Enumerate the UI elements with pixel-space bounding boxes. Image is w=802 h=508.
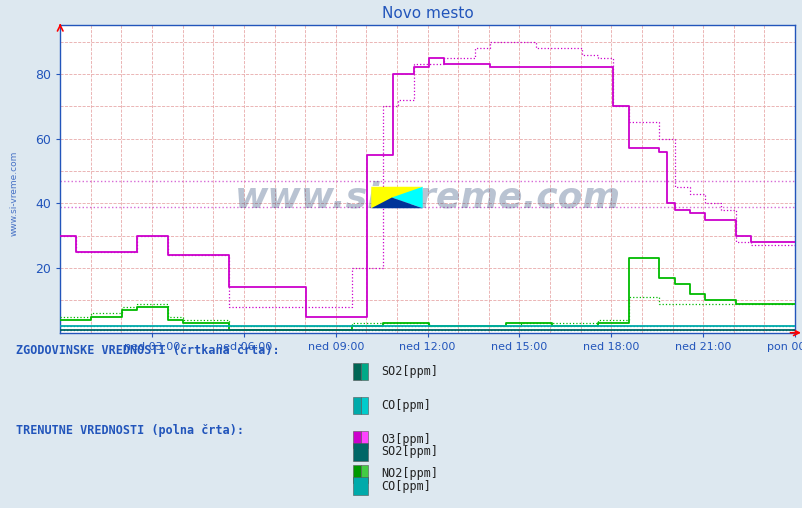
Text: CO[ppm]: CO[ppm] bbox=[381, 480, 431, 493]
Text: TRENUTNE VREDNOSTI (polna črta):: TRENUTNE VREDNOSTI (polna črta): bbox=[16, 424, 244, 437]
Bar bbox=[360, 465, 367, 483]
Text: NO2[ppm]: NO2[ppm] bbox=[381, 467, 438, 481]
Bar bbox=[353, 431, 360, 449]
Polygon shape bbox=[371, 198, 422, 208]
Bar bbox=[360, 397, 367, 414]
Text: www.si-vreme.com: www.si-vreme.com bbox=[10, 150, 18, 236]
Polygon shape bbox=[371, 187, 422, 208]
Text: ZGODOVINSKE VREDNOSTI (črtkana črta):: ZGODOVINSKE VREDNOSTI (črtkana črta): bbox=[16, 344, 279, 357]
Text: O3[ppm]: O3[ppm] bbox=[381, 433, 431, 446]
Bar bbox=[353, 363, 360, 380]
Text: www.si-vreme.com: www.si-vreme.com bbox=[234, 180, 620, 214]
Bar bbox=[360, 431, 367, 449]
Bar bbox=[353, 478, 367, 495]
Text: SO2[ppm]: SO2[ppm] bbox=[381, 365, 438, 378]
Polygon shape bbox=[391, 187, 422, 208]
Bar bbox=[353, 443, 367, 461]
Title: Novo mesto: Novo mesto bbox=[381, 7, 473, 21]
Text: CO[ppm]: CO[ppm] bbox=[381, 399, 431, 412]
Text: SO2[ppm]: SO2[ppm] bbox=[381, 446, 438, 458]
Bar bbox=[360, 363, 367, 380]
Bar bbox=[353, 397, 360, 414]
Bar bbox=[353, 465, 360, 483]
